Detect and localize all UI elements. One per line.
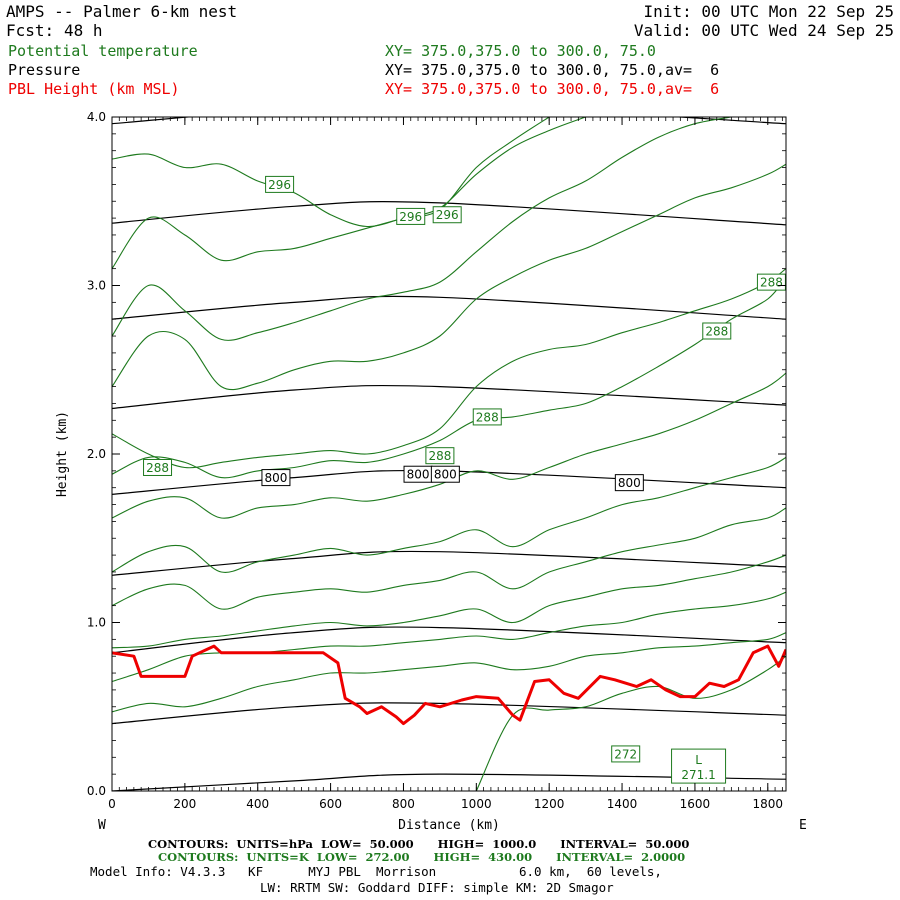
east-label: E <box>799 818 807 833</box>
x-tick-label: 200 <box>173 797 196 811</box>
isentrope-280 <box>112 507 786 610</box>
legend-theta-name: Potential temperature <box>8 42 198 60</box>
isentrope-label: 296 <box>268 178 291 192</box>
isentrope-294 <box>112 117 586 269</box>
isentrope-label-box <box>472 408 502 426</box>
x-tick-label: 800 <box>392 797 415 811</box>
isentrope-296 <box>112 117 550 228</box>
pressure-contour-950 <box>112 702 786 725</box>
x-tick-label: 1600 <box>680 797 711 811</box>
footer-model-info: Model Info: V4.3.3 KF MYJ PBL Morrison 6… <box>90 864 662 879</box>
isentrope-label: 296 <box>436 208 459 222</box>
valid-time: Valid: 00 UTC Wed 24 Sep 25 <box>633 21 894 40</box>
y-tick-label: 3.0 <box>87 279 106 293</box>
isentrope-282 <box>112 456 786 573</box>
isentrope-286 <box>112 276 786 479</box>
x-axis-title: Distance (km) <box>398 818 500 833</box>
pressure-label: 800 <box>264 471 287 485</box>
pressure-contour-650 <box>112 201 786 226</box>
isentrope-label-box <box>611 745 641 763</box>
x-tick-label: 1200 <box>534 797 565 811</box>
y-tick-label: 2.0 <box>87 447 106 461</box>
isentrope-label: 288 <box>146 461 169 475</box>
isentrope-label: 272 <box>614 747 637 761</box>
pressure-label: 800 <box>407 468 430 482</box>
legend-pressure-xy: XY= 375.0,375.0 to 300.0, 75.0,av= 6 <box>385 61 720 79</box>
pressure-contours <box>112 117 786 791</box>
footer-pressure-contours: CONTOURS: UNITS=hPa LOW= 50.000 HIGH= 10… <box>148 837 690 851</box>
forecast-hour: 48 h <box>64 21 103 40</box>
footer-theta-contours: CONTOURS: UNITS=K LOW= 272.00 HIGH= 430.… <box>158 850 686 864</box>
pressure-label: 800 <box>434 468 457 482</box>
pressure-label-box <box>614 474 644 492</box>
y-axis-title: Height (km) <box>55 411 70 497</box>
isentrope-label: 296 <box>399 210 422 224</box>
legend-pbl-name: PBL Height (km MSL) <box>8 80 180 98</box>
isentrope-290 <box>112 163 786 391</box>
x-tick-label: 400 <box>246 797 269 811</box>
pressure-contour-700 <box>112 295 786 320</box>
isentrope-278 <box>112 554 786 649</box>
pressure-contour-800 <box>112 469 786 495</box>
isentrope-label: 288 <box>476 410 499 424</box>
x-tick-label: 1400 <box>607 797 638 811</box>
isentrope-284 <box>112 372 786 519</box>
low-value: 271.1 <box>681 768 715 782</box>
pressure-contour-1000 <box>112 773 786 791</box>
forecast-label: Fcst: <box>6 21 55 40</box>
y-tick-label: 4.0 <box>87 110 106 124</box>
x-tick-label: 1000 <box>461 797 492 811</box>
pressure-contour-750 <box>112 384 786 410</box>
isentrope-label-box <box>265 175 295 193</box>
isentrope-274 <box>112 632 786 713</box>
contour-labels: 800 800 800 800 296 296 296 288 288 288 288 288 272 L… <box>143 175 786 784</box>
y-tick-label: 0.0 <box>87 784 106 798</box>
pressure-contour-600 <box>112 117 786 125</box>
pbl-height-line <box>112 644 786 726</box>
pressure-contour-850 <box>112 550 786 576</box>
pressure-label-box <box>430 465 460 483</box>
init-time: Init: 00 UTC Mon 22 Sep 25 <box>643 2 894 21</box>
legend-theta-xy: XY= 375.0,375.0 to 300.0, 75.0 <box>385 42 656 60</box>
legend-pressure-name: Pressure <box>8 61 81 79</box>
y-tick-label: 1.0 <box>87 616 106 630</box>
isentrope-label-box <box>756 273 786 291</box>
x-tick-label: 0 <box>108 797 116 811</box>
legend-pbl-xy: XY= 375.0,375.0 to 300.0, 75.0,av= 6 <box>385 80 720 98</box>
pressure-contour-900 <box>112 626 786 654</box>
pressure-label: 800 <box>618 476 641 490</box>
x-tick-label: 1800 <box>753 797 784 811</box>
plot-title: AMPS -- Palmer 6-km nest <box>6 2 238 21</box>
isentrope-292 <box>112 117 732 341</box>
footer-physics-info: LW: RRTM SW: Goddard DIFF: simple KM: 2D… <box>260 880 614 895</box>
low-label-box <box>671 748 727 784</box>
isentrope-label: 288 <box>760 276 783 290</box>
isentrope-label: 288 <box>428 449 451 463</box>
isentrope-label-box <box>396 207 426 225</box>
isentrope-label-box <box>702 322 732 340</box>
low-symbol: L <box>695 753 702 767</box>
isentrope-label-box <box>425 447 455 465</box>
isentrope-label: 288 <box>705 324 728 338</box>
x-tick-label: 600 <box>319 797 342 811</box>
west-label: W <box>98 818 106 833</box>
pressure-label-box <box>261 469 291 487</box>
pbl-height-series <box>112 644 786 726</box>
axes: 0 200 400 600 800 1000 1200 1400 1600 1800 0.0 1.0 2… <box>87 110 786 811</box>
isentrope-label-box <box>143 458 173 476</box>
isentrope-label-box <box>432 206 462 224</box>
isentrope-288 <box>112 268 786 469</box>
